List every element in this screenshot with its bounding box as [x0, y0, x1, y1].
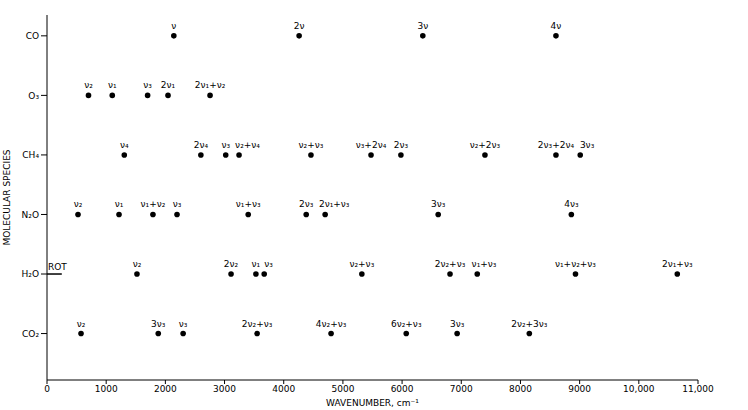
svg-text:3ν: 3ν	[417, 21, 428, 31]
svg-text:2ν₁+ν₂: 2ν₁+ν₂	[195, 80, 226, 90]
svg-text:2ν₃: 2ν₃	[299, 199, 314, 209]
svg-text:ν: ν	[171, 21, 176, 31]
svg-text:8000: 8000	[509, 384, 532, 394]
svg-text:7000: 7000	[450, 384, 473, 394]
svg-text:O₃: O₃	[28, 91, 39, 101]
svg-text:CO₂: CO₂	[22, 329, 39, 339]
svg-text:4ν: 4ν	[551, 21, 562, 31]
svg-text:N₂O: N₂O	[22, 210, 39, 220]
svg-text:6ν₂+ν₃: 6ν₂+ν₃	[391, 319, 422, 329]
svg-text:2ν₁+ν₃: 2ν₁+ν₃	[662, 259, 693, 269]
svg-text:1000: 1000	[95, 384, 118, 394]
svg-text:ν₁+ν₃: ν₁+ν₃	[472, 259, 497, 269]
svg-text:ROT: ROT	[48, 262, 67, 272]
svg-text:ν₃: ν₃	[143, 80, 152, 90]
svg-text:ν₁+ν₂+ν₃: ν₁+ν₂+ν₃	[555, 259, 596, 269]
svg-text:ν₄: ν₄	[120, 140, 129, 150]
svg-text:2ν₁+ν₃: 2ν₁+ν₃	[319, 199, 350, 209]
svg-text:11,000: 11,000	[682, 384, 714, 394]
svg-text:0: 0	[44, 384, 50, 394]
svg-text:4ν₂+ν₃: 4ν₂+ν₃	[316, 319, 347, 329]
svg-text:2ν₂+3ν₃: 2ν₂+3ν₃	[511, 319, 548, 329]
svg-text:H₂O: H₂O	[22, 269, 39, 279]
svg-text:9000: 9000	[568, 384, 591, 394]
svg-text:ν₂: ν₂	[133, 259, 142, 269]
svg-text:ν₃: ν₃	[173, 199, 182, 209]
svg-text:2ν₃: 2ν₃	[394, 140, 409, 150]
svg-text:5000: 5000	[331, 384, 354, 394]
svg-text:6000: 6000	[391, 384, 414, 394]
svg-text:ν₂+ν₃: ν₂+ν₃	[349, 259, 374, 269]
svg-text:ν₁: ν₁	[108, 80, 117, 90]
svg-text:ν₂+ν₃: ν₂+ν₃	[299, 140, 324, 150]
svg-text:2ν₂: 2ν₂	[224, 259, 239, 269]
svg-text:ν₁: ν₁	[252, 259, 261, 269]
svg-text:CH₄: CH₄	[22, 150, 39, 160]
svg-text:ν₂+2ν₃: ν₂+2ν₃	[470, 140, 501, 150]
svg-text:WAVENUMBER, cm⁻¹: WAVENUMBER, cm⁻¹	[326, 398, 419, 408]
svg-text:ν₂+ν₄: ν₂+ν₄	[235, 140, 260, 150]
svg-text:ν₂: ν₂	[84, 80, 93, 90]
svg-text:3ν₃: 3ν₃	[450, 319, 465, 329]
svg-text:ν₂: ν₂	[74, 199, 83, 209]
svg-text:2000: 2000	[154, 384, 177, 394]
svg-text:4000: 4000	[272, 384, 295, 394]
svg-text:2ν: 2ν	[294, 21, 305, 31]
svg-text:ν₃: ν₃	[264, 259, 273, 269]
svg-text:ν₂: ν₂	[77, 319, 86, 329]
svg-text:ν₃: ν₃	[221, 140, 230, 150]
svg-text:2ν₂+ν₃: 2ν₂+ν₃	[435, 259, 466, 269]
svg-text:2ν₃+2ν₄: 2ν₃+2ν₄	[538, 140, 575, 150]
svg-text:MOLECULAR SPECIES: MOLECULAR SPECIES	[8, 149, 12, 245]
svg-text:3ν₃: 3ν₃	[431, 199, 446, 209]
svg-text:2ν₂+ν₃: 2ν₂+ν₃	[242, 319, 273, 329]
svg-text:4ν₃: 4ν₃	[564, 199, 579, 209]
svg-text:3000: 3000	[213, 384, 236, 394]
svg-text:ν₃: ν₃	[179, 319, 188, 329]
svg-text:3ν₃: 3ν₃	[580, 140, 595, 150]
svg-text:10,000: 10,000	[623, 384, 655, 394]
svg-text:2ν₄: 2ν₄	[194, 140, 209, 150]
svg-text:ν₁+ν₃: ν₁+ν₃	[236, 199, 261, 209]
svg-text:2ν₁: 2ν₁	[161, 80, 176, 90]
svg-text:ν₃+2ν₄: ν₃+2ν₄	[356, 140, 387, 150]
svg-text:CO: CO	[26, 31, 39, 41]
svg-text:ν₁+ν₂: ν₁+ν₂	[141, 199, 166, 209]
svg-text:3ν₃: 3ν₃	[151, 319, 166, 329]
svg-text:ν₁: ν₁	[115, 199, 124, 209]
